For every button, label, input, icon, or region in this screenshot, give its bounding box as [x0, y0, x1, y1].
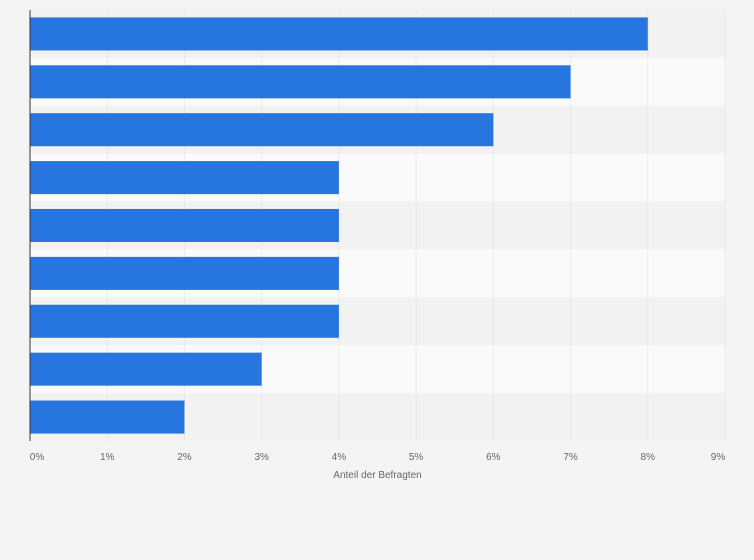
x-tick-label: 5%: [409, 452, 424, 463]
bar[interactable]: [30, 113, 494, 147]
x-tick-label: 8%: [641, 452, 656, 463]
bar[interactable]: [30, 304, 339, 338]
x-tick-label: 6%: [486, 452, 501, 463]
x-tick-label: 1%: [100, 452, 115, 463]
bar[interactable]: [30, 65, 571, 99]
bar[interactable]: [30, 17, 648, 51]
bars: [30, 17, 648, 434]
bar[interactable]: [30, 161, 339, 195]
bar[interactable]: [30, 208, 339, 243]
x-tick-label: 2%: [177, 452, 192, 463]
x-tick-label: 0%: [30, 452, 45, 463]
x-tick-label: 9%: [711, 452, 726, 463]
x-axis-title: Anteil der Befragten: [333, 470, 421, 481]
x-tick-label: 4%: [332, 452, 347, 463]
bar[interactable]: [30, 352, 262, 386]
bar[interactable]: [30, 256, 339, 290]
bar[interactable]: [30, 400, 185, 434]
x-tick-label: 7%: [563, 452, 578, 463]
x-tick-labels: 0% 1% 2% 3% 4% 5% 6% 7% 8% 9%: [30, 452, 726, 463]
x-tick-label: 3%: [254, 452, 269, 463]
